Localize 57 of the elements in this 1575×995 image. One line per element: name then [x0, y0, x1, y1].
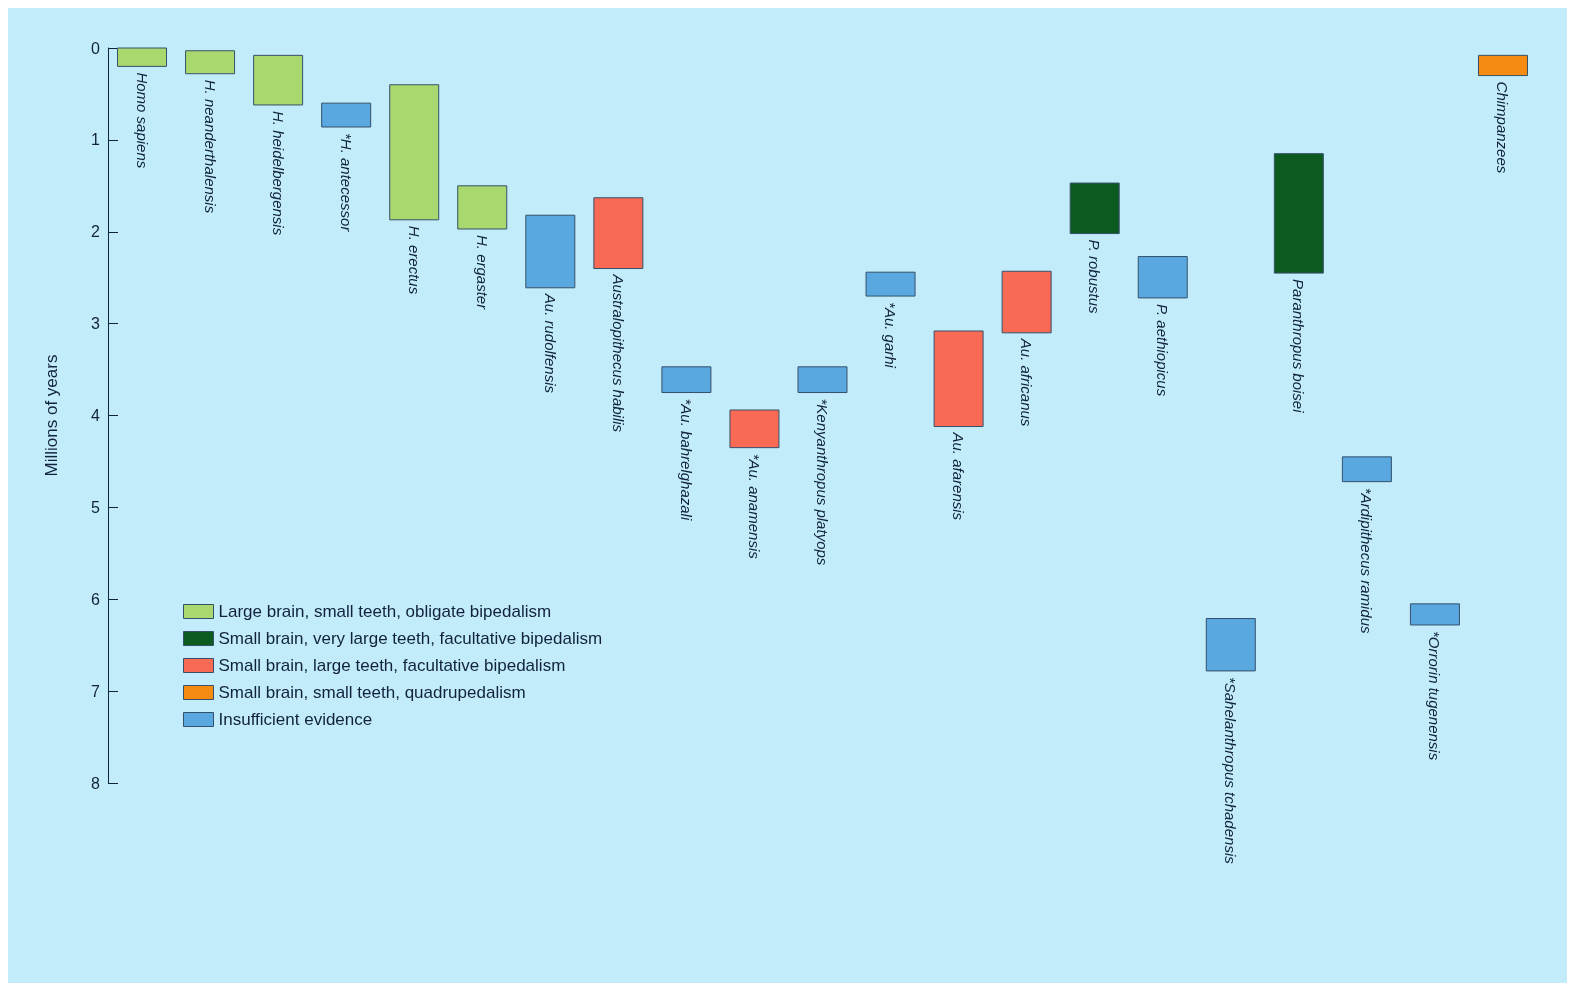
bar	[1205, 618, 1256, 672]
bar	[865, 271, 916, 297]
y-tick-label: 4	[91, 407, 101, 424]
bar	[729, 409, 780, 449]
bar	[933, 330, 984, 428]
legend-label: Insufficient evidence	[218, 710, 373, 729]
x-tick-label: H. neanderthalensis	[201, 79, 219, 214]
bar	[457, 185, 508, 230]
bar	[321, 102, 372, 128]
y-tick-label: 2	[91, 223, 101, 241]
x-tick-label: *Sahelanthropus tchadensis	[1222, 676, 1240, 865]
legend-label: Small brain, large teeth, facultative bipedalism	[218, 656, 566, 675]
x-tick-label: *Au. bahrelghazali	[677, 398, 695, 521]
y-tick-label: 1	[91, 131, 101, 149]
x-tick-label: Au. afarensis	[950, 431, 968, 521]
y-tick-label: 0	[91, 39, 101, 57]
x-tick-label: Australopithecus habilis	[609, 273, 627, 433]
legend-label: Small brain, small teeth, quadrupedalism	[218, 683, 526, 702]
x-tick-label: Paranthropus boisei	[1290, 279, 1308, 414]
x-tick-label: *H. antecessor	[337, 133, 355, 233]
bar	[661, 366, 712, 394]
y-tick-label: 6	[91, 590, 101, 608]
legend-label: Small brain, very large teeth, facultative bipedalism	[218, 629, 603, 648]
bar	[593, 197, 644, 269]
x-tick-label: Homo sapiens	[133, 72, 151, 169]
x-tick-label: H. ergaster	[473, 234, 491, 311]
x-tick-label: Au. africanus	[1018, 337, 1036, 427]
bar	[1409, 603, 1460, 626]
bar	[253, 54, 304, 106]
bar	[389, 84, 440, 221]
x-tick-label: *Au. garhi	[882, 302, 900, 369]
bar	[797, 366, 848, 394]
x-tick-label: *Orrorin tugenensis	[1426, 630, 1444, 761]
bar	[1477, 54, 1528, 77]
legend-label: Large brain, small teeth, obligate bipedalism	[218, 602, 552, 621]
x-tick-label: H. heidelbergensis	[269, 110, 287, 236]
x-tick-label: P. robustus	[1086, 239, 1104, 315]
y-tick-label: 8	[91, 774, 101, 792]
x-tick-label: Chimpanzees	[1494, 81, 1512, 174]
bar	[1137, 256, 1188, 299]
x-tick-label: H. erectus	[405, 225, 423, 295]
bar	[117, 47, 168, 67]
bar	[525, 214, 576, 289]
x-tick-label: *Ardipithecus ramidus	[1358, 487, 1376, 635]
bar	[1069, 182, 1120, 235]
bar	[1273, 153, 1324, 274]
bar	[1341, 456, 1392, 483]
y-tick-label: 5	[91, 498, 101, 516]
bar	[185, 50, 236, 75]
x-tick-label: *Kenyanthropus platyops	[814, 398, 831, 566]
x-tick-label: P. aethiopicus	[1154, 303, 1172, 397]
x-tick-label: *Au. anamensis	[745, 453, 763, 560]
bar	[1001, 270, 1052, 334]
y-tick-label: 7	[91, 682, 101, 700]
y-axis-title: Millions of years	[42, 354, 61, 477]
y-tick-label: 3	[91, 315, 101, 333]
x-tick-label: Au. rudolfensis	[541, 292, 559, 394]
